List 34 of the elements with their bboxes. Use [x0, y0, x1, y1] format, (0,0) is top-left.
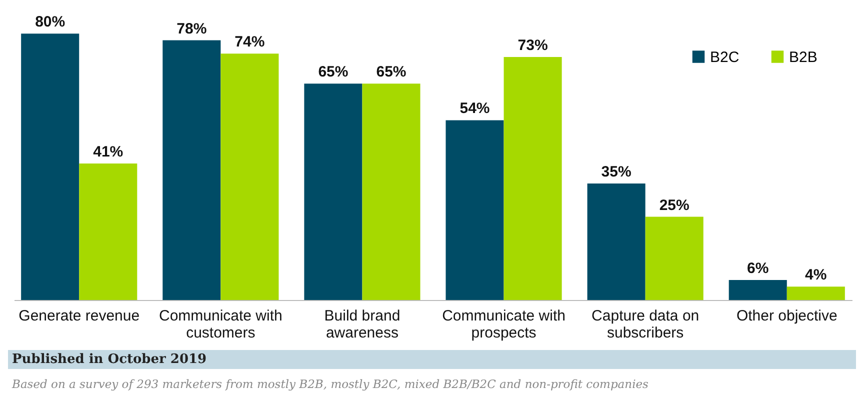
bar	[79, 163, 138, 300]
bar	[504, 56, 562, 300]
x-tick-label: Capture data on subscribers	[592, 308, 700, 342]
x-tick-label: Communicate with customers	[158, 308, 282, 342]
bar	[362, 84, 420, 300]
data-label: 41%	[93, 143, 124, 160]
bar	[304, 84, 362, 300]
bar	[587, 183, 646, 300]
legend-label: B2C	[710, 48, 740, 66]
data-label: 74%	[234, 34, 265, 51]
bar	[645, 216, 704, 300]
data-label: 6%	[747, 260, 769, 278]
bar	[220, 54, 279, 300]
legend-label: B2B	[789, 48, 818, 66]
data-label: 78%	[176, 20, 207, 38]
bar	[446, 120, 504, 300]
x-tick-label: Communicate with prospects	[442, 308, 566, 342]
bar	[786, 286, 845, 300]
data-label: 73%	[518, 36, 548, 54]
x-tick-label: Build brand awareness	[324, 308, 400, 342]
data-label: 4%	[805, 266, 827, 284]
x-tick-label: Generate revenue	[18, 308, 140, 324]
data-label: 65%	[318, 64, 348, 81]
data-label: 25%	[659, 196, 690, 214]
text: Published in October 2019	[8, 350, 856, 369]
data-label: 65%	[376, 64, 406, 81]
text: Based on a survey of 293 marketers from mostly B2B, mostly B2C, mixed B2B/B2C and non-profit companies	[10, 376, 650, 393]
data-label: 54%	[460, 100, 490, 118]
bar	[162, 40, 221, 300]
x-tick-label: Other objective	[736, 308, 838, 324]
data-label: 35%	[601, 163, 632, 180]
bar	[728, 280, 787, 300]
bar	[21, 34, 80, 300]
data-label: 80%	[35, 14, 66, 31]
